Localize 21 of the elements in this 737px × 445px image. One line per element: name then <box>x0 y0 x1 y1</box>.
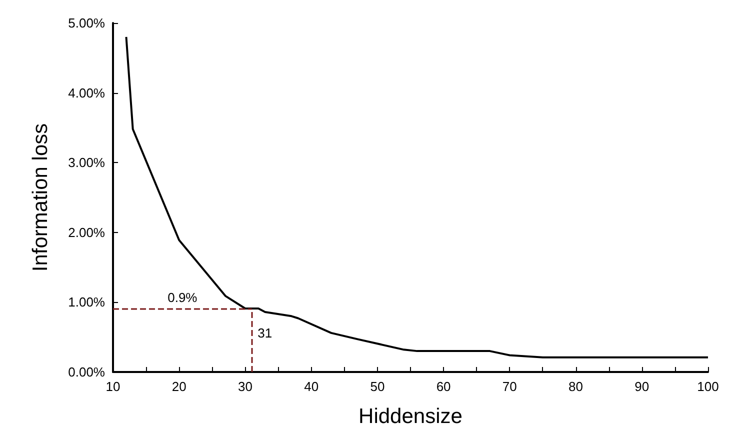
x-axis-title: Hiddensize <box>358 405 462 428</box>
x-tick-label: 90 <box>634 379 650 394</box>
y-tick-label: 5.00% <box>68 16 106 30</box>
y-tick-label: 1.00% <box>68 294 106 310</box>
y-tick-label: 0.00% <box>68 364 106 380</box>
x-tick-label: 70 <box>502 379 517 394</box>
x-tick-label: 60 <box>436 379 451 394</box>
x-tick-label: 10 <box>106 379 120 394</box>
y-axis-title: Information loss <box>29 123 52 272</box>
x-tick-label: 20 <box>172 379 186 394</box>
x-tick-label: 100 <box>697 379 719 394</box>
x-tick-label: 50 <box>370 379 385 394</box>
ref-line-label: 0.9% <box>168 290 198 306</box>
line-series <box>125 36 709 358</box>
x-tick-label: 40 <box>304 379 319 394</box>
x-tick-label: 30 <box>238 379 252 394</box>
y-tick-label: 2.00% <box>68 224 106 240</box>
y-tick-label: 3.00% <box>68 155 106 170</box>
y-tick-label: 4.00% <box>68 85 106 100</box>
x-tick-label: 80 <box>568 379 584 394</box>
ref-line-label: 31 <box>258 326 272 341</box>
